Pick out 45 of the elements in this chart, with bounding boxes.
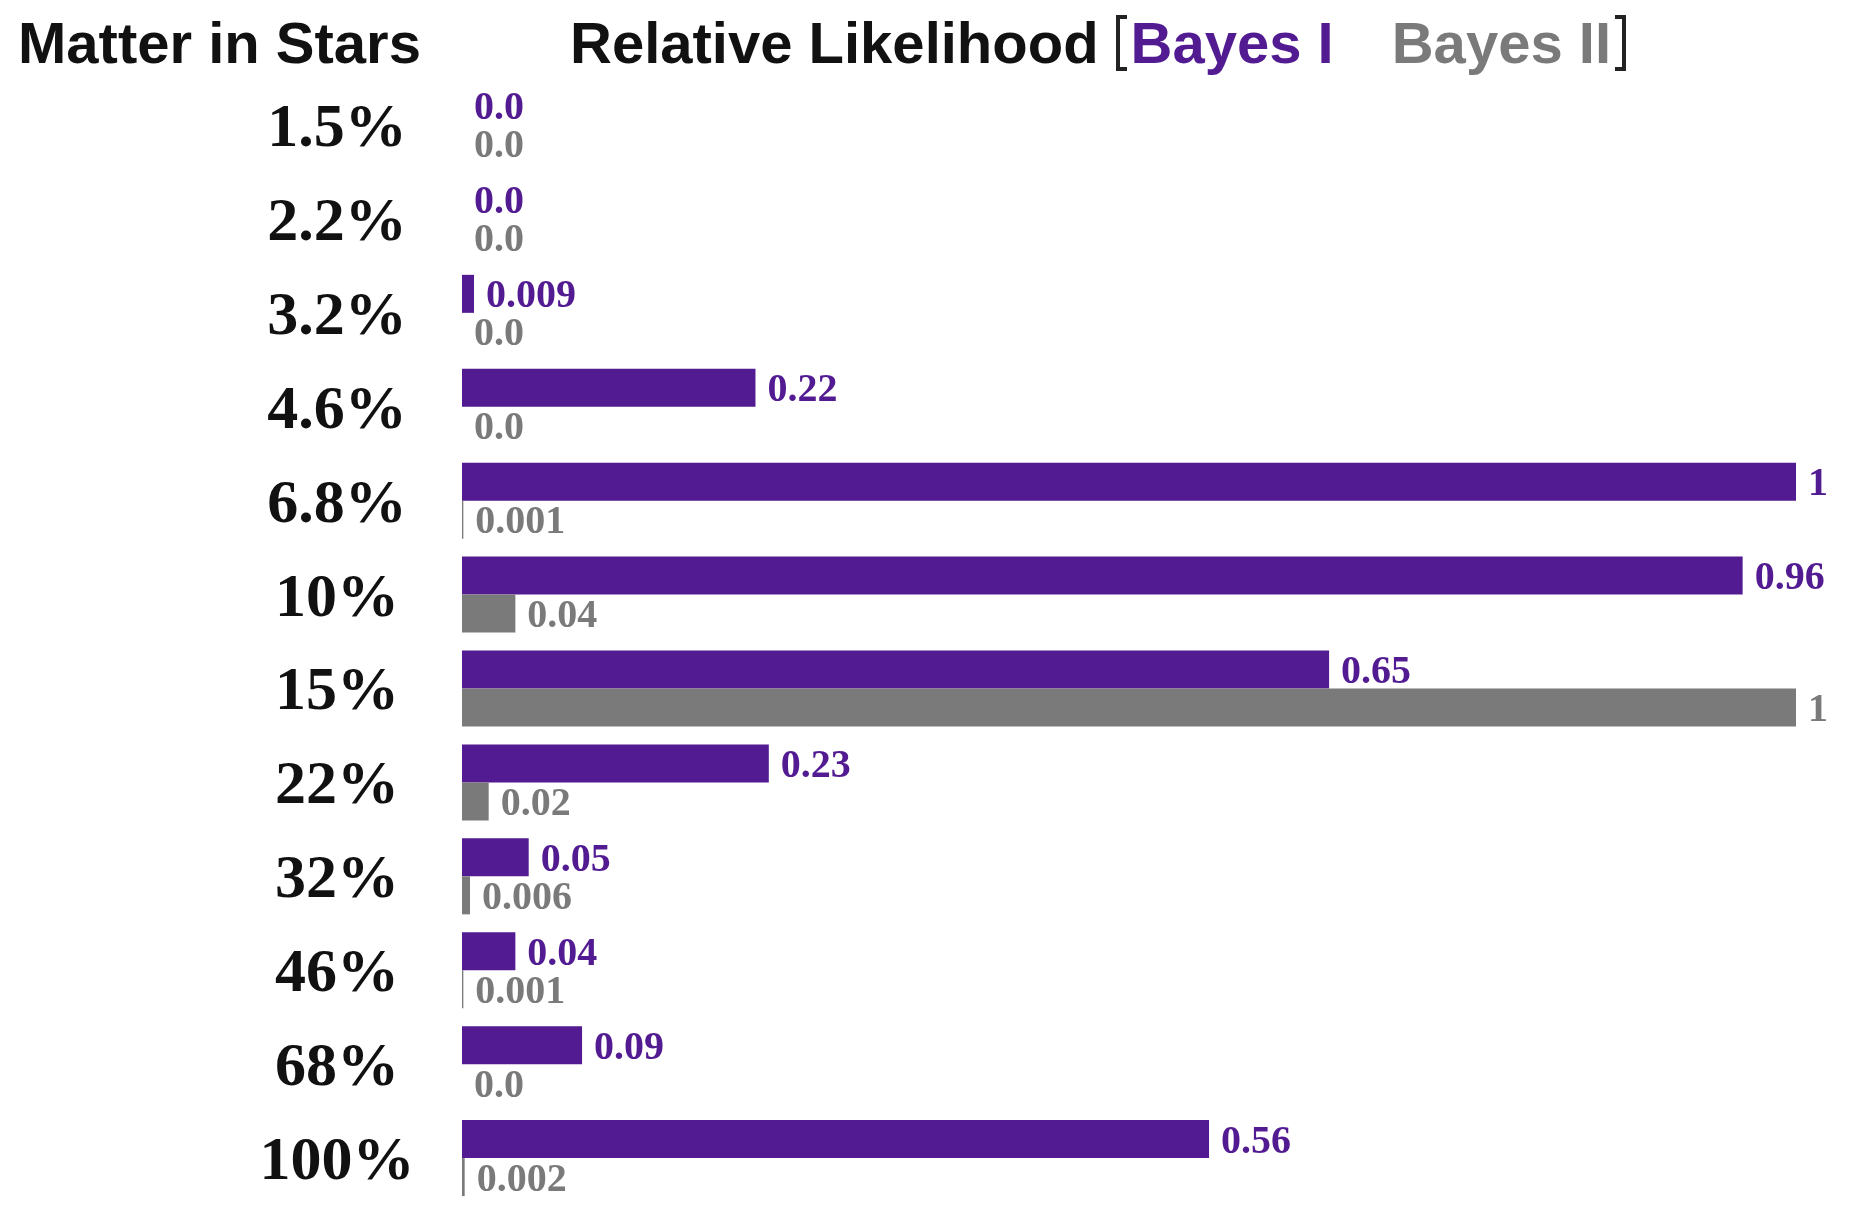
bar	[462, 594, 516, 633]
bar	[462, 556, 1743, 595]
y-tick-label: 6.8%	[267, 466, 407, 535]
bar	[462, 744, 769, 783]
bar	[462, 462, 1796, 501]
bar	[462, 1158, 465, 1197]
y-tick-label: 100%	[259, 1124, 415, 1193]
data-label: 1	[1808, 459, 1828, 505]
data-label: 1	[1808, 684, 1828, 730]
bar	[462, 876, 470, 915]
data-label: 0.04	[527, 591, 598, 637]
bar	[462, 650, 1330, 689]
bar	[462, 838, 529, 877]
text: Bayes I	[1130, 10, 1334, 75]
y-tick-label: 22%	[275, 748, 399, 817]
y-tick-label: 68%	[275, 1030, 399, 1099]
bar	[462, 1026, 583, 1065]
bar	[462, 274, 475, 313]
bar	[462, 782, 489, 821]
y-tick-label: 15%	[275, 654, 399, 723]
bar	[462, 1120, 1210, 1159]
data-label: 0.22	[767, 365, 838, 411]
y-axis-title: Matter in Stars	[18, 10, 421, 75]
data-label: 0.002	[476, 1154, 567, 1200]
bar	[462, 368, 756, 407]
data-label: 0.23	[780, 740, 851, 786]
data-label: 0.001	[475, 497, 566, 543]
bar	[462, 932, 516, 971]
data-label: 0.0	[474, 1060, 524, 1106]
data-label: 0.09	[594, 1022, 665, 1068]
y-tick-label: 46%	[275, 936, 399, 1005]
text: Bayes II	[1391, 10, 1611, 75]
chart-title: Relative Likelihood	[570, 10, 1099, 75]
y-tick-label: 2.2%	[267, 184, 407, 253]
y-tick-label: 32%	[275, 842, 399, 911]
y-tick-label: 3.2%	[267, 278, 407, 347]
y-tick-label: 4.6%	[267, 372, 407, 441]
y-tick-label: 10%	[275, 560, 399, 629]
data-label: 0.02	[500, 778, 571, 824]
bar	[462, 688, 1796, 727]
data-label: 0.96	[1754, 553, 1825, 599]
data-label: 0.56	[1221, 1116, 1292, 1162]
data-label: 0.65	[1341, 646, 1412, 692]
data-label: 0.0	[474, 403, 524, 449]
y-tick-label: 1.5%	[267, 90, 407, 159]
